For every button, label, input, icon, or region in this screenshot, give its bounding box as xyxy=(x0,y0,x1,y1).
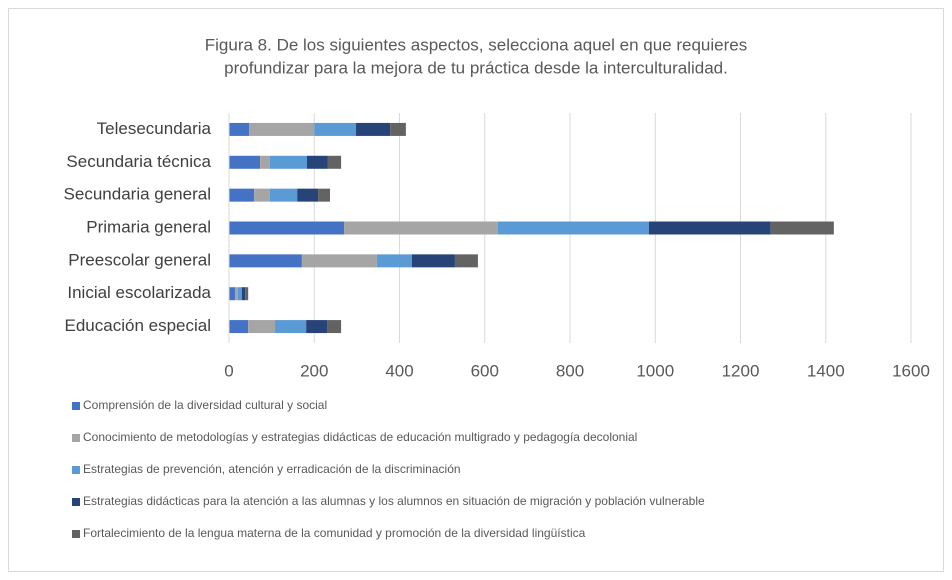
x-tick-label: 0 xyxy=(224,361,233,380)
bar-segment xyxy=(648,221,771,235)
legend-label: Estrategias de prevención, atención y er… xyxy=(83,462,461,476)
bar-segment xyxy=(318,188,331,202)
x-tick-label: 200 xyxy=(300,361,328,380)
y-tick-label: Telesecundaria xyxy=(97,119,212,138)
bar-segment xyxy=(245,287,249,301)
legend-label: Conocimiento de metodologías y estrategi… xyxy=(83,430,637,444)
legend-swatch xyxy=(72,466,80,474)
bar-segment xyxy=(344,221,498,235)
y-tick-label: Secundaria técnica xyxy=(66,152,211,171)
legend-label: Fortalecimiento de la lengua materna de … xyxy=(83,526,586,540)
bar-segment xyxy=(307,155,328,169)
bar-segment xyxy=(249,122,315,136)
legend-swatch xyxy=(72,402,80,410)
bar-segment xyxy=(356,122,391,136)
chart-frame xyxy=(8,8,944,572)
y-tick-label: Primaria general xyxy=(86,217,211,236)
bar-segment xyxy=(390,122,406,136)
bar-segment xyxy=(229,122,250,136)
bar-segment xyxy=(229,320,249,334)
x-tick-label: 400 xyxy=(385,361,413,380)
legend-swatch xyxy=(72,434,80,442)
bar-segment xyxy=(269,188,298,202)
bar-segment xyxy=(275,320,307,334)
legend-swatch xyxy=(72,530,80,538)
x-tick-label: 800 xyxy=(556,361,584,380)
x-tick-label: 1200 xyxy=(722,361,760,380)
y-tick-label: Preescolar general xyxy=(68,250,211,269)
chart-title: Figura 8. De los siguientes aspectos, se… xyxy=(205,35,747,54)
bar-segment xyxy=(229,155,261,169)
y-tick-label: Inicial escolarizada xyxy=(67,283,211,302)
bar-segment xyxy=(248,320,276,334)
bar-segment xyxy=(497,221,649,235)
bar-segment xyxy=(254,188,270,202)
bar-segment xyxy=(327,320,342,334)
x-tick-label: 1400 xyxy=(807,361,845,380)
bar-segment xyxy=(770,221,834,235)
bar-segment xyxy=(301,254,377,268)
bar-segment xyxy=(297,188,319,202)
bar-segment xyxy=(237,287,242,301)
bar-segment xyxy=(454,254,478,268)
x-tick-label: 1000 xyxy=(636,361,674,380)
y-tick-label: Secundaria general xyxy=(64,185,211,204)
x-tick-label: 600 xyxy=(471,361,499,380)
y-tick-label: Educación especial xyxy=(65,316,211,335)
bar-segment xyxy=(229,188,255,202)
bar-segment xyxy=(376,254,412,268)
bar-segment xyxy=(241,287,246,301)
bar-segment xyxy=(411,254,455,268)
legend-label: Estrategias didácticas para la atención … xyxy=(83,494,705,508)
bar-segment xyxy=(229,287,235,301)
bar-segment xyxy=(260,155,270,169)
bar-segment xyxy=(327,155,342,169)
bar-segment xyxy=(234,287,238,301)
legend-label: Comprensión de la diversidad cultural y … xyxy=(83,398,327,412)
bar-segment xyxy=(229,221,345,235)
x-tick-label: 1600 xyxy=(892,361,930,380)
bar-segment xyxy=(306,320,328,334)
chart-title: profundizar para la mejora de tu práctic… xyxy=(224,58,728,77)
bar-segment xyxy=(269,155,308,169)
bar-segment xyxy=(229,254,302,268)
bar-segment xyxy=(314,122,357,136)
legend-swatch xyxy=(72,498,80,506)
